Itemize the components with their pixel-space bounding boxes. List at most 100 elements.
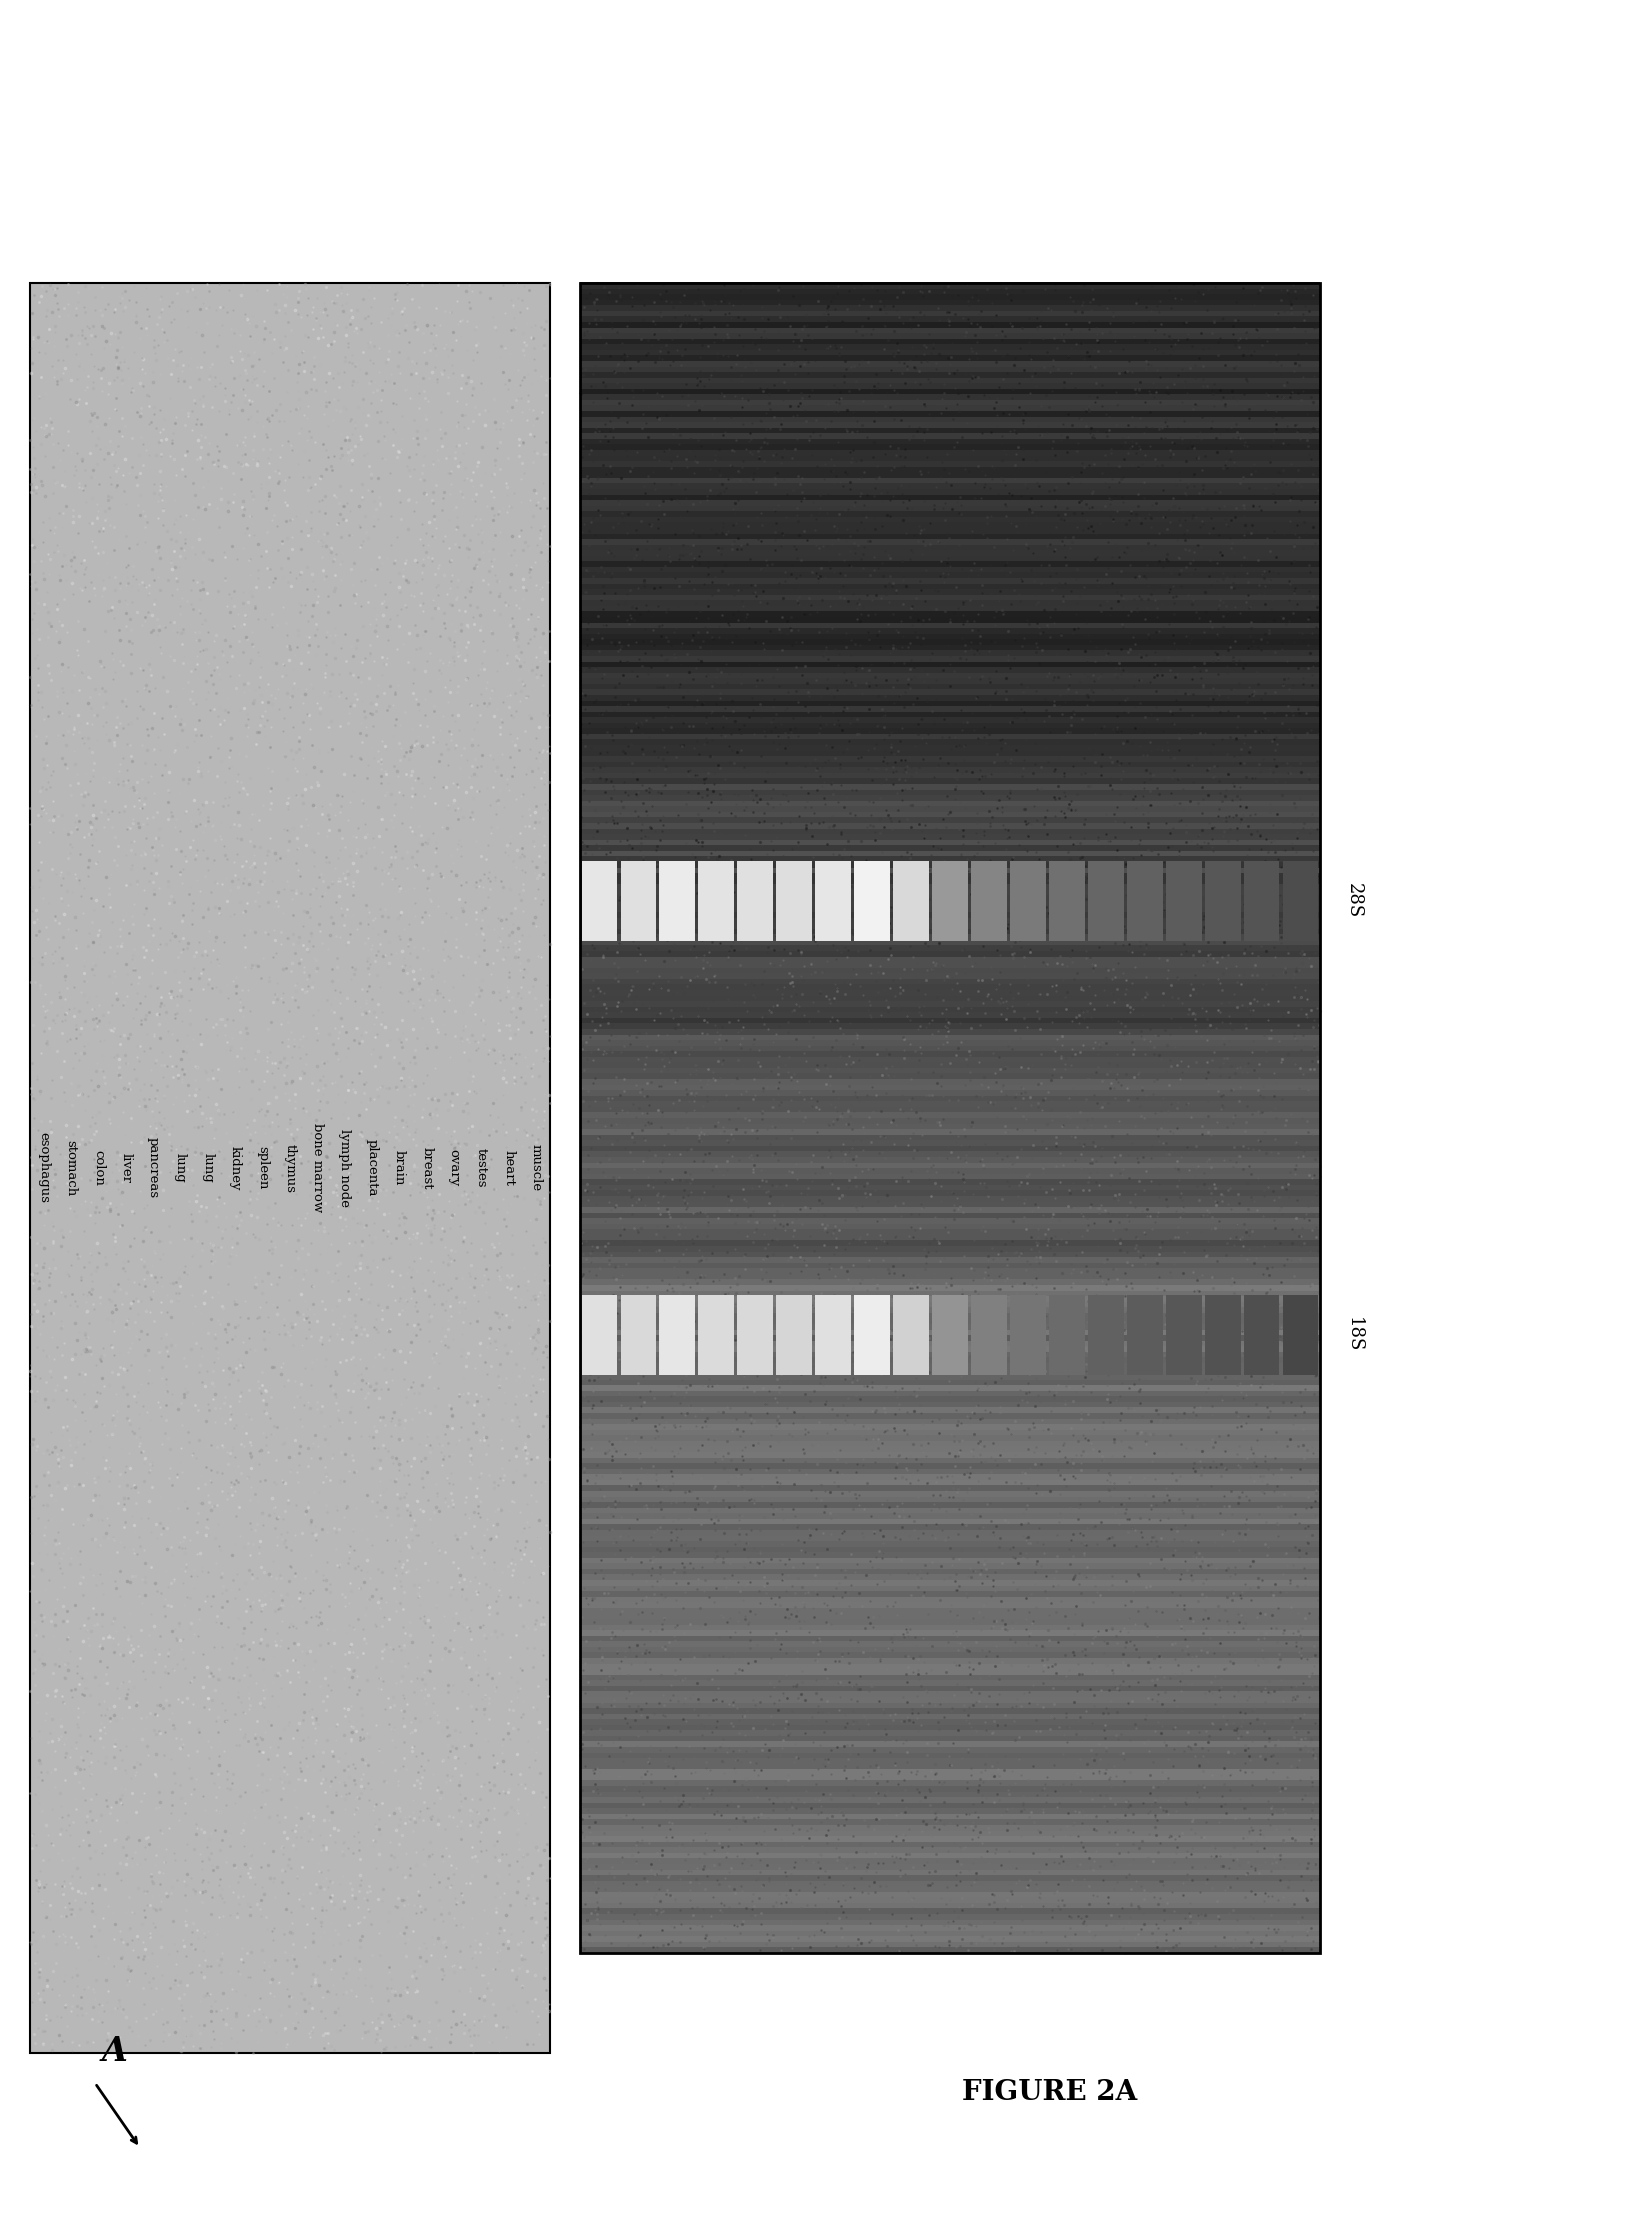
Bar: [580, 449, 1320, 456]
Bar: [580, 1023, 1320, 1029]
Bar: [580, 1351, 1320, 1358]
Bar: [580, 1027, 1320, 1034]
Bar: [580, 1445, 1320, 1451]
Bar: [580, 1134, 1320, 1141]
Bar: [580, 1695, 1320, 1702]
Bar: [580, 1847, 1320, 1853]
Bar: [580, 1630, 1320, 1637]
Bar: [1205, 1295, 1241, 1376]
Bar: [580, 1552, 1320, 1559]
Bar: [1166, 1295, 1201, 1376]
Bar: [580, 1262, 1320, 1268]
Text: lung: lung: [174, 1152, 187, 1183]
Bar: [580, 293, 1320, 299]
Bar: [580, 1467, 1320, 1474]
Bar: [816, 860, 851, 940]
Bar: [580, 587, 1320, 594]
Bar: [580, 605, 1320, 612]
Text: placenta: placenta: [366, 1139, 379, 1197]
Bar: [580, 1362, 1320, 1369]
Bar: [580, 1400, 1320, 1407]
Bar: [580, 949, 1320, 956]
Bar: [580, 433, 1320, 440]
Bar: [580, 1311, 1320, 1317]
Bar: [816, 1295, 851, 1376]
Bar: [580, 833, 1320, 840]
Bar: [580, 1574, 1320, 1581]
Bar: [580, 1690, 1320, 1697]
Bar: [580, 299, 1320, 306]
Bar: [580, 1396, 1320, 1402]
Bar: [933, 1295, 969, 1376]
Bar: [580, 1418, 1320, 1425]
Bar: [580, 415, 1320, 422]
Bar: [580, 1523, 1320, 1530]
Bar: [580, 1016, 1320, 1023]
Bar: [581, 860, 617, 940]
Bar: [580, 1664, 1320, 1668]
Bar: [580, 1686, 1320, 1690]
Bar: [580, 1702, 1320, 1708]
Bar: [580, 1612, 1320, 1619]
Bar: [580, 1806, 1320, 1813]
Bar: [580, 1880, 1320, 1887]
Bar: [580, 1090, 1320, 1096]
Bar: [580, 683, 1320, 690]
Bar: [581, 1295, 617, 1376]
Bar: [1166, 860, 1201, 940]
Bar: [1283, 860, 1319, 940]
Bar: [580, 699, 1320, 706]
Bar: [580, 527, 1320, 534]
Bar: [580, 509, 1320, 516]
Bar: [698, 1295, 734, 1376]
Bar: [580, 1862, 1320, 1869]
Bar: [580, 710, 1320, 717]
Bar: [580, 1139, 1320, 1146]
Bar: [580, 1239, 1320, 1246]
Bar: [580, 560, 1320, 567]
Bar: [580, 661, 1320, 668]
Bar: [580, 1623, 1320, 1630]
Bar: [580, 1050, 1320, 1056]
Bar: [580, 543, 1320, 549]
Bar: [580, 1246, 1320, 1253]
Bar: [580, 554, 1320, 560]
Bar: [777, 860, 812, 940]
Bar: [580, 795, 1320, 802]
Bar: [580, 1061, 1320, 1067]
Bar: [580, 594, 1320, 601]
Bar: [580, 1161, 1320, 1168]
Bar: [580, 1818, 1320, 1824]
Bar: [580, 1813, 1320, 1820]
Bar: [580, 1795, 1320, 1802]
Bar: [580, 1146, 1320, 1152]
Bar: [580, 1907, 1320, 1914]
Bar: [580, 393, 1320, 400]
Bar: [580, 467, 1320, 471]
Bar: [580, 938, 1320, 945]
Bar: [580, 382, 1320, 389]
Bar: [580, 884, 1320, 889]
Bar: [580, 389, 1320, 395]
Bar: [580, 284, 1320, 1954]
Bar: [580, 840, 1320, 846]
Bar: [580, 366, 1320, 373]
Bar: [777, 1295, 812, 1376]
Text: breast: breast: [420, 1148, 433, 1190]
Bar: [580, 1507, 1320, 1514]
Text: testes: testes: [475, 1148, 488, 1188]
Bar: [580, 1228, 1320, 1235]
Bar: [580, 482, 1320, 489]
Bar: [1283, 1295, 1319, 1376]
Bar: [580, 639, 1320, 645]
Bar: [580, 817, 1320, 824]
Bar: [580, 1829, 1320, 1836]
Bar: [580, 1568, 1320, 1574]
Bar: [580, 1201, 1320, 1208]
Bar: [620, 860, 656, 940]
Bar: [580, 744, 1320, 750]
Bar: [580, 1802, 1320, 1809]
Bar: [580, 1780, 1320, 1786]
Bar: [580, 1322, 1320, 1329]
Bar: [580, 773, 1320, 779]
